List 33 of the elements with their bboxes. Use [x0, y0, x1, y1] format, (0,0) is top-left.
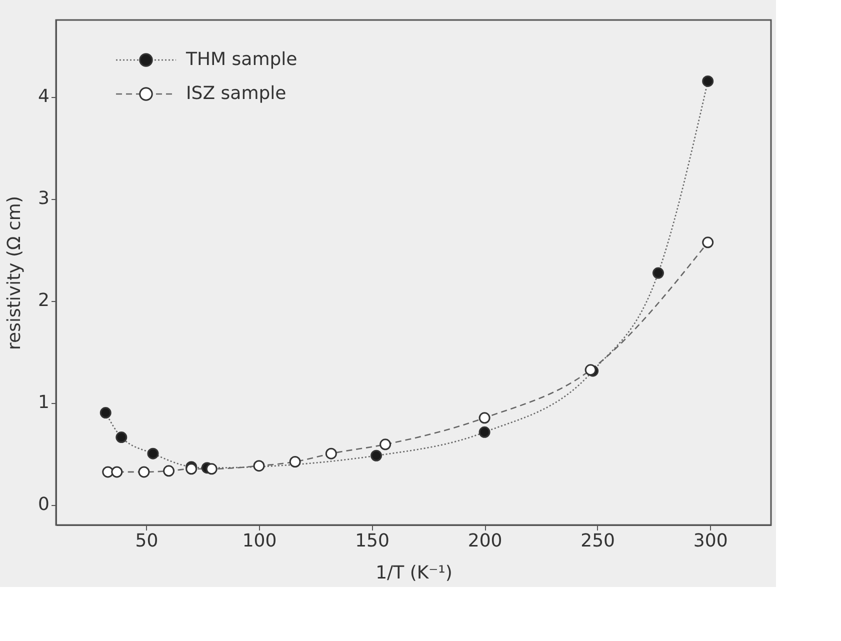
point: [206, 463, 218, 475]
x-tick-label: 50: [135, 530, 158, 552]
point: [652, 267, 664, 279]
x-tick-label: 200: [468, 530, 502, 552]
x-tick-label: 100: [242, 530, 277, 552]
y-tick-label: 2: [38, 290, 50, 312]
point: [584, 364, 596, 376]
point: [289, 456, 301, 468]
y-tick-label: 3: [38, 188, 50, 210]
point: [702, 75, 714, 87]
point: [370, 450, 382, 462]
point: [163, 465, 175, 477]
point: [702, 236, 714, 248]
point: [111, 466, 123, 478]
legend-label: ISZ sample: [186, 83, 286, 104]
x-axis-title: 1/T (K⁻¹): [376, 562, 452, 584]
point: [380, 438, 392, 450]
point: [478, 412, 490, 424]
point: [116, 432, 128, 444]
y-tick-label: 4: [38, 86, 50, 108]
point: [253, 460, 265, 472]
point: [478, 426, 490, 438]
x-tick-label: 300: [693, 530, 728, 552]
x-tick-label: 150: [355, 530, 390, 552]
point: [138, 466, 150, 478]
y-axis-title: resistivity (Ω cm): [4, 196, 26, 350]
point: [100, 407, 112, 419]
y-tick-label: 0: [38, 494, 50, 516]
y-tick-label: 1: [38, 392, 50, 414]
point: [325, 448, 337, 460]
x-tick-label: 250: [580, 530, 616, 552]
point: [147, 448, 159, 460]
legend-label: THM sample: [185, 49, 298, 70]
